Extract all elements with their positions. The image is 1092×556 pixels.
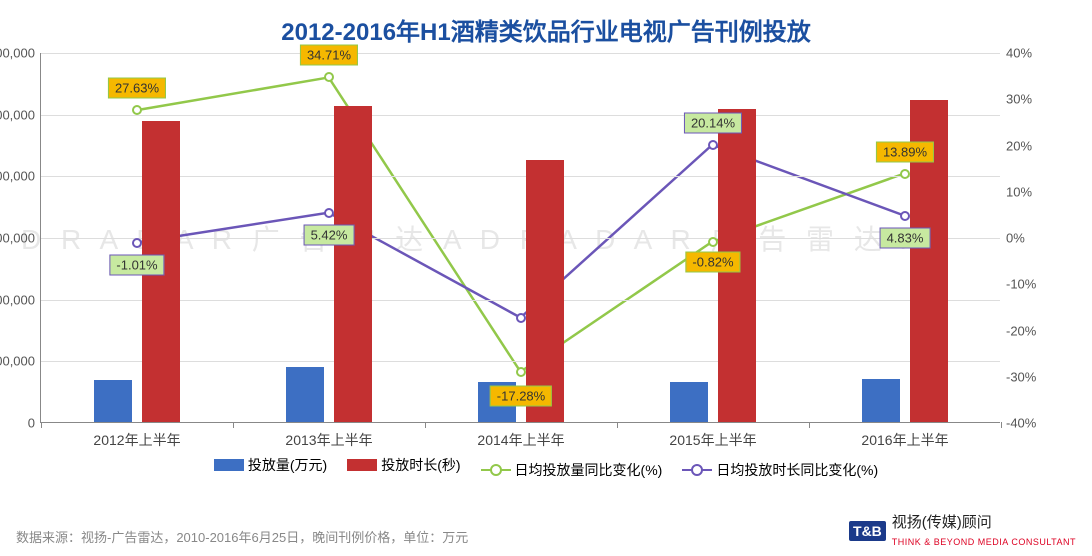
data-label: 4.83% bbox=[880, 227, 931, 248]
gridline bbox=[41, 115, 1000, 116]
legend-swatch bbox=[682, 469, 712, 471]
y-right-tick: -20% bbox=[1000, 323, 1036, 338]
y-right-tick: -30% bbox=[1000, 369, 1036, 384]
line-marker bbox=[708, 140, 718, 150]
data-label: -17.28% bbox=[490, 386, 552, 407]
y-right-tick: 0% bbox=[1000, 231, 1025, 246]
data-label: 13.89% bbox=[876, 141, 934, 162]
tb-sub: THINK & BEYOND MEDIA CONSULTANT bbox=[892, 537, 1076, 547]
x-tick bbox=[425, 422, 426, 428]
line-marker bbox=[132, 105, 142, 115]
y-left-tick: 8,000,000 bbox=[0, 169, 41, 184]
y-right-tick: -40% bbox=[1000, 416, 1036, 431]
y-right-tick: -10% bbox=[1000, 277, 1036, 292]
legend-item: 日均投放量同比变化(%) bbox=[481, 460, 663, 480]
legend-swatch bbox=[481, 469, 511, 471]
y-right-tick: 40% bbox=[1000, 46, 1032, 61]
gridline bbox=[41, 300, 1000, 301]
chart-title: 2012-2016年H1酒精类饮品行业电视广告刊例投放 bbox=[0, 0, 1092, 53]
legend-label: 日均投放时长同比变化(%) bbox=[716, 460, 878, 480]
y-right-tick: 20% bbox=[1000, 138, 1032, 153]
x-tick bbox=[809, 422, 810, 428]
bar bbox=[286, 367, 324, 423]
bar bbox=[334, 106, 372, 422]
data-label: 5.42% bbox=[304, 224, 355, 245]
legend-item: 日均投放时长同比变化(%) bbox=[682, 460, 878, 480]
legend-swatch bbox=[214, 459, 244, 471]
x-tick bbox=[617, 422, 618, 428]
data-label: -1.01% bbox=[109, 254, 164, 275]
bar bbox=[526, 160, 564, 422]
x-tick-label: 2013年上半年 bbox=[285, 422, 372, 450]
x-tick-label: 2014年上半年 bbox=[477, 422, 564, 450]
data-label: 34.71% bbox=[300, 45, 358, 66]
plot-region: D R A D A R 广 告 雷 达 A D R A D A R 广 告 雷 … bbox=[40, 53, 1000, 423]
data-label: -0.82% bbox=[685, 251, 740, 272]
line-marker bbox=[132, 238, 142, 248]
gridline bbox=[41, 238, 1000, 239]
line-marker bbox=[900, 169, 910, 179]
y-left-tick: 10,000,000 bbox=[0, 107, 41, 122]
y-left-tick: 6,000,000 bbox=[0, 231, 41, 246]
x-tick bbox=[233, 422, 234, 428]
line-marker bbox=[900, 211, 910, 221]
tb-badge: T&B bbox=[849, 521, 886, 541]
legend-swatch bbox=[347, 459, 377, 471]
legend: 投放量(万元) 投放时长(秒) 日均投放量同比变化(%) 日均投放时长同比变化(%) bbox=[0, 455, 1092, 480]
line-marker bbox=[516, 367, 526, 377]
legend-label: 投放量(万元) bbox=[248, 455, 327, 475]
x-tick bbox=[41, 422, 42, 428]
line-marker bbox=[324, 72, 334, 82]
bar bbox=[94, 380, 132, 422]
y-right-tick: 10% bbox=[1000, 184, 1032, 199]
tb-name: 视扬(传媒)顾问 bbox=[892, 514, 992, 531]
legend-label: 日均投放量同比变化(%) bbox=[515, 460, 663, 480]
x-tick-label: 2016年上半年 bbox=[861, 422, 948, 450]
legend-item: 投放时长(秒) bbox=[347, 455, 460, 475]
x-tick-label: 2015年上半年 bbox=[669, 422, 756, 450]
data-label: 20.14% bbox=[684, 112, 742, 133]
line-marker bbox=[324, 208, 334, 218]
y-right-tick: 30% bbox=[1000, 92, 1032, 107]
data-label: 27.63% bbox=[108, 78, 166, 99]
y-left-tick: 12,000,000 bbox=[0, 46, 41, 61]
y-left-tick: 2,000,000 bbox=[0, 354, 41, 369]
legend-item: 投放量(万元) bbox=[214, 455, 327, 475]
gridline bbox=[41, 176, 1000, 177]
y-left-tick: 4,000,000 bbox=[0, 292, 41, 307]
y-left-tick: 0 bbox=[28, 416, 41, 431]
bar bbox=[862, 379, 900, 422]
line-marker bbox=[708, 237, 718, 247]
bar bbox=[670, 382, 708, 422]
x-tick-label: 2012年上半年 bbox=[93, 422, 180, 450]
chart-area: D R A D A R 广 告 雷 达 A D R A D A R 广 告 雷 … bbox=[40, 53, 1052, 423]
gridline bbox=[41, 361, 1000, 362]
line-marker bbox=[516, 313, 526, 323]
source-note: 数据来源：视扬-广告雷达，2010-2016年6月25日，晚间刊例价格，单位：万… bbox=[16, 527, 468, 546]
legend-label: 投放时长(秒) bbox=[381, 455, 460, 475]
gridline bbox=[41, 53, 1000, 54]
footer-logo: T&B 视扬(传媒)顾问 THINK & BEYOND MEDIA CONSUL… bbox=[849, 511, 1076, 550]
